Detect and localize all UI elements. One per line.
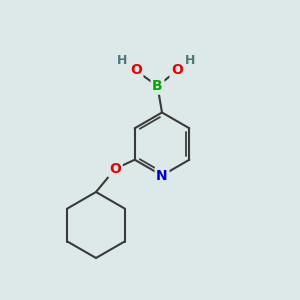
Text: H: H [117,53,128,67]
Text: B: B [152,79,163,93]
Text: O: O [109,162,121,176]
Text: O: O [171,64,183,77]
Text: N: N [156,169,168,182]
Text: O: O [130,64,142,77]
Text: H: H [185,53,196,67]
